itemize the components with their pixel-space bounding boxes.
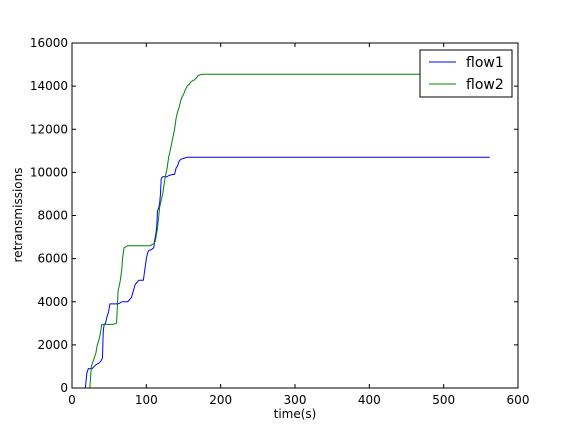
x-tick-label: 200	[209, 393, 232, 407]
y-axis-label: retransmissions	[11, 168, 25, 263]
x-tick-label: 300	[284, 393, 307, 407]
x-axis-label: time(s)	[274, 407, 317, 421]
legend-label-flow1: flow1	[466, 55, 504, 71]
x-axis-ticks: 0 100 200 300 400 500 600	[68, 43, 529, 407]
legend-box	[419, 49, 513, 98]
x-tick-label: 500	[432, 393, 455, 407]
y-tick-label: 2000	[37, 338, 68, 352]
y-axis-ticks: 0 2000 4000 6000 8000 10000 12000 14000 16000	[30, 36, 518, 395]
y-tick-label: 6000	[37, 252, 68, 266]
series-line-flow2	[89, 73, 490, 389]
y-tick-label: 8000	[37, 209, 68, 223]
series-line-flow1	[84, 156, 490, 389]
x-tick-label: 600	[507, 393, 530, 407]
x-tick-label: 100	[135, 393, 158, 407]
y-tick-label: 14000	[30, 79, 68, 93]
x-tick-label: 0	[68, 393, 76, 407]
y-tick-label: 12000	[30, 122, 68, 136]
plot-lines	[84, 73, 490, 389]
x-tick-label: 400	[358, 393, 381, 407]
legend: flow1 flow2	[419, 49, 513, 98]
y-tick-label: 16000	[30, 36, 68, 50]
y-tick-label: 0	[60, 381, 68, 395]
y-tick-label: 4000	[37, 295, 68, 309]
y-tick-label: 10000	[30, 165, 68, 179]
legend-label-flow2: flow2	[466, 77, 504, 93]
